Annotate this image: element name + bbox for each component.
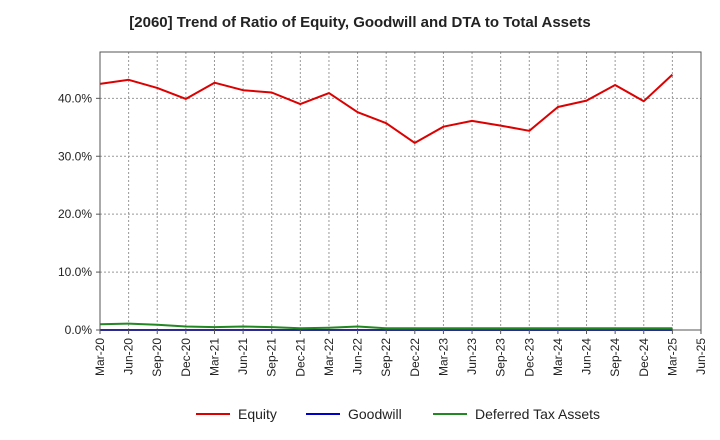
y-tick-label: 30.0% bbox=[58, 149, 92, 163]
legend: Equity Goodwill Deferred Tax Assets bbox=[196, 406, 600, 422]
x-tick-label: Jun-24 bbox=[580, 338, 594, 375]
x-tick-label: Jun-23 bbox=[465, 338, 479, 375]
y-tick-label: 40.0% bbox=[58, 91, 92, 105]
x-tick-label: Mar-24 bbox=[551, 338, 565, 376]
x-tick-label: Mar-21 bbox=[207, 338, 221, 376]
x-tick-label: Dec-23 bbox=[522, 338, 536, 377]
x-tick-label: Sep-22 bbox=[379, 338, 393, 377]
y-tick-label: 20.0% bbox=[58, 207, 92, 221]
x-tick-label: Jun-21 bbox=[236, 338, 250, 375]
x-tick-label: Dec-24 bbox=[637, 338, 651, 377]
legend-label-goodwill: Goodwill bbox=[348, 406, 402, 422]
x-tick-label: Jun-20 bbox=[122, 338, 136, 375]
chart-title: [2060] Trend of Ratio of Equity, Goodwil… bbox=[129, 14, 591, 31]
x-tick-label: Mar-20 bbox=[93, 338, 107, 376]
legend-label-deferred-tax-assets: Deferred Tax Assets bbox=[475, 406, 600, 422]
x-tick-label: Jun-22 bbox=[351, 338, 365, 375]
x-tick-label: Sep-21 bbox=[265, 338, 279, 377]
plot-frame bbox=[99, 51, 702, 331]
x-tick-label: Mar-25 bbox=[665, 338, 679, 376]
x-tick-label: Mar-22 bbox=[322, 338, 336, 376]
axis-ticks: 0.0% 10.0% 20.0% 30.0% 40.0% Mar-20 Jun-20 Sep-… bbox=[58, 91, 708, 376]
y-tick-label: 0.0% bbox=[65, 323, 93, 337]
grid-lines bbox=[100, 52, 701, 330]
x-tick-label: Sep-23 bbox=[494, 338, 508, 377]
x-tick-label: Sep-24 bbox=[608, 338, 622, 377]
x-tick-label: Mar-23 bbox=[436, 338, 450, 376]
deferred-tax-assets-line bbox=[99, 322, 673, 330]
x-tick-label: Dec-20 bbox=[179, 338, 193, 377]
x-tick-label: Sep-20 bbox=[150, 338, 164, 377]
x-tick-label: Dec-22 bbox=[408, 338, 422, 377]
legend-label-equity: Equity bbox=[238, 406, 277, 422]
equity-line bbox=[99, 73, 674, 144]
x-tick-label: Dec-21 bbox=[293, 338, 307, 377]
y-tick-label: 10.0% bbox=[58, 265, 92, 279]
x-tick-label: Jun-25 bbox=[694, 338, 708, 375]
